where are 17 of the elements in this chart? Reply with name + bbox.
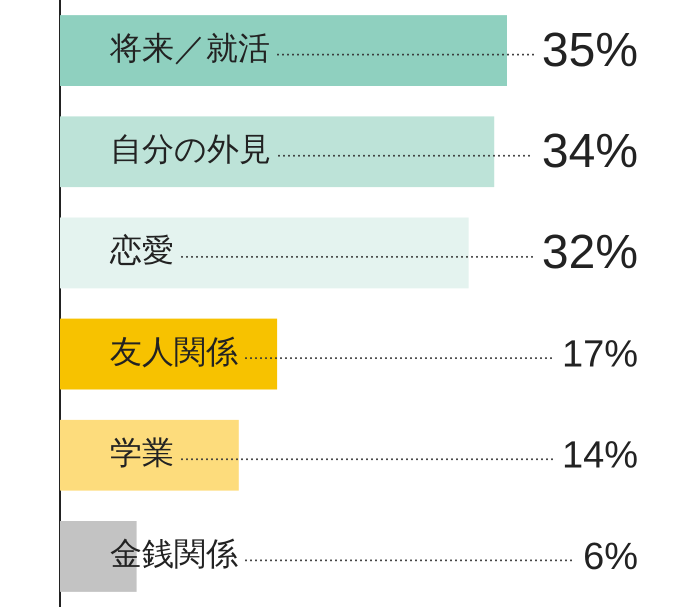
y-tick-label: 将来／就活	[109, 28, 270, 67]
data-label: 32%	[542, 226, 638, 280]
data-label: 14%	[562, 434, 638, 477]
y-tick-label: 恋愛	[109, 231, 174, 270]
data-label: 17%	[562, 334, 638, 376]
y-tick-label: 学業	[110, 434, 174, 472]
y-tick-label: 金銭関係	[110, 534, 238, 573]
data-label: 6%	[583, 536, 638, 578]
data-label: 34%	[542, 124, 638, 178]
bar	[60, 116, 494, 188]
y-tick-label: 友人関係	[110, 332, 238, 370]
bar	[60, 318, 278, 390]
bar	[60, 218, 469, 288]
bar	[60, 15, 507, 86]
data-label: 35%	[542, 24, 638, 77]
bar	[60, 420, 239, 491]
y-tick-label: 自分の外見	[110, 130, 271, 168]
